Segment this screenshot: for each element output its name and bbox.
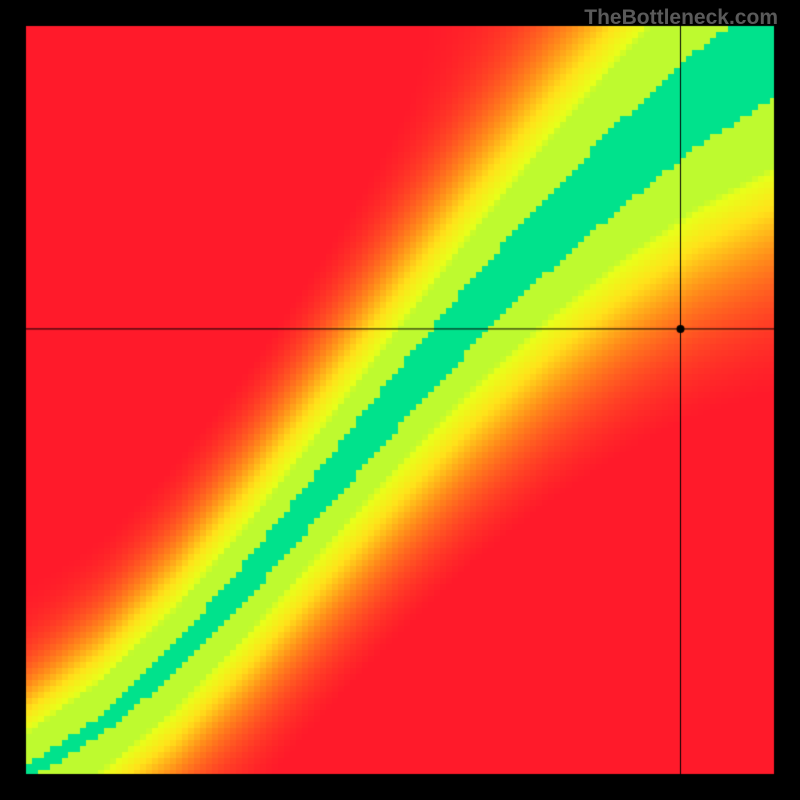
heatmap-canvas (0, 0, 800, 800)
watermark-text: TheBottleneck.com (584, 6, 778, 30)
chart-container: TheBottleneck.com (0, 0, 800, 800)
